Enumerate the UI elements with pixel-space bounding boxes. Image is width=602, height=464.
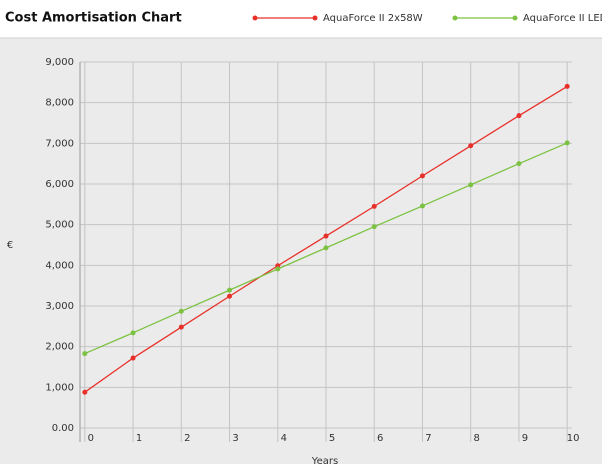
data-point — [82, 389, 88, 395]
x-tick-label: 10 — [567, 433, 580, 444]
data-point — [130, 355, 136, 361]
y-tick-label: 5,000 — [45, 220, 74, 231]
chart-title: Cost Amortisation Chart — [5, 11, 182, 26]
data-point — [130, 330, 136, 336]
x-tick-label: 4 — [281, 433, 287, 444]
data-point — [275, 266, 281, 272]
y-tick-label: 8,000 — [45, 98, 74, 109]
x-axis-label: Years — [311, 456, 338, 464]
data-point — [371, 203, 377, 209]
data-point — [468, 143, 474, 149]
legend-label: AquaForce II LED — [523, 13, 602, 24]
y-tick-label: 3,000 — [45, 301, 74, 312]
y-tick-label: 7,000 — [45, 138, 74, 149]
legend-label: AquaForce II 2x58W — [323, 13, 423, 24]
data-point — [419, 203, 425, 209]
x-tick-label: 8 — [474, 433, 480, 444]
x-tick-label: 0 — [88, 433, 94, 444]
x-tick-label: 7 — [425, 433, 431, 444]
data-point — [323, 233, 329, 239]
data-point — [516, 161, 522, 167]
legend-marker — [252, 15, 258, 21]
data-point — [371, 224, 377, 230]
data-point — [227, 287, 233, 293]
x-tick-label: 6 — [377, 433, 383, 444]
data-point — [516, 113, 522, 119]
data-point — [178, 324, 184, 330]
data-point — [564, 140, 570, 146]
x-tick-label: 9 — [522, 433, 528, 444]
y-tick-label: 9,000 — [45, 57, 74, 68]
y-tick-label: 0.00 — [52, 423, 74, 434]
x-tick-label: 1 — [136, 433, 142, 444]
x-tick-label: 3 — [232, 433, 238, 444]
legend-marker — [512, 15, 518, 21]
header-bar — [0, 0, 602, 38]
y-tick-label: 6,000 — [45, 179, 74, 190]
data-point — [323, 245, 329, 251]
y-tick-label: 1,000 — [45, 382, 74, 393]
data-point — [564, 83, 570, 89]
x-tick-label: 2 — [184, 433, 190, 444]
data-point — [227, 293, 233, 299]
y-tick-label: 2,000 — [45, 342, 74, 353]
x-tick-label: 5 — [329, 433, 335, 444]
y-tick-label: 4,000 — [45, 260, 74, 271]
data-point — [468, 182, 474, 188]
legend-marker — [452, 15, 458, 21]
y-axis-label: € — [7, 240, 13, 251]
data-point — [82, 351, 88, 357]
legend-marker — [312, 15, 318, 21]
data-point — [178, 308, 184, 314]
data-point — [419, 173, 425, 179]
